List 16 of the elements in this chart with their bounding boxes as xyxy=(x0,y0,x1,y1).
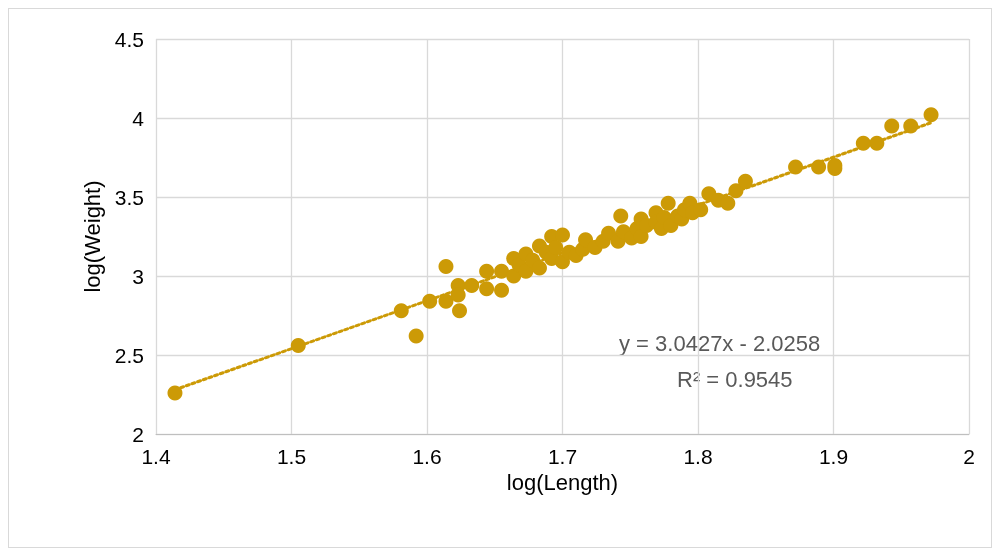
x-tick-label: 1.4 xyxy=(141,445,171,468)
y-tick-label: 3 xyxy=(132,264,144,288)
x-axis-title: log(Length) xyxy=(506,470,619,496)
x-tick-label: 1.5 xyxy=(276,445,307,468)
x-tick-label: 1.8 xyxy=(683,445,713,468)
y-tick-label: 3.5 xyxy=(114,185,144,209)
y-axis-title: log(Weight) xyxy=(80,180,106,293)
x-tick-label: 1.6 xyxy=(412,445,442,468)
y-tick-label: 4.5 xyxy=(114,27,144,51)
y-tick-label: 4 xyxy=(132,106,145,130)
y-tick-label: 2 xyxy=(132,422,144,446)
annotation: R² = 0.9545 xyxy=(677,366,793,392)
x-tick-label: 1.7 xyxy=(547,445,578,468)
x-tick-label: 2 xyxy=(963,445,975,468)
y-tick-label: 2.5 xyxy=(114,343,144,367)
x-tick-label: 1.9 xyxy=(818,445,849,468)
